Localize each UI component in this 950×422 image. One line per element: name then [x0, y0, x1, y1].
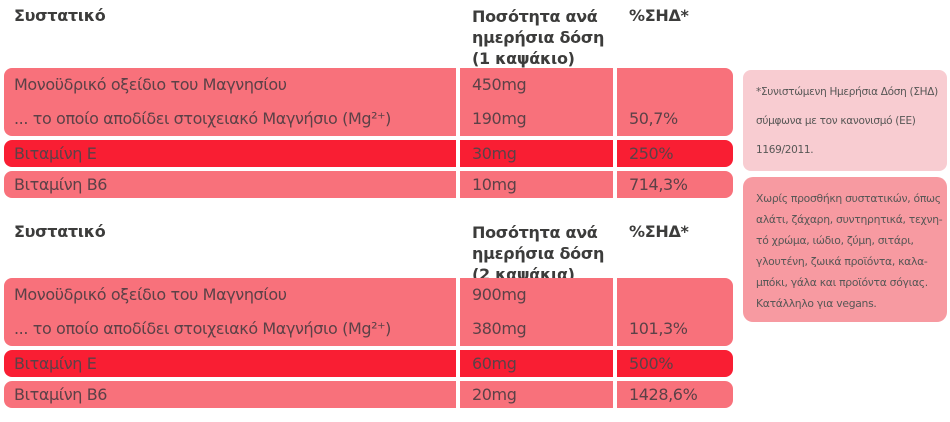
row-label: Μονοϋδρικό οξείδιο του Μαγνησίου — [14, 75, 287, 94]
row-rda: 1428,6% — [629, 385, 698, 404]
row-rda: 50,7% — [629, 109, 678, 128]
rda-cell: 1428,6% — [617, 381, 733, 408]
row-rda: 714,3% — [629, 175, 688, 194]
dose-header-line: Ποσότητα ανά — [472, 223, 598, 242]
note-line: 1169/2011. — [756, 144, 814, 156]
row-amount: 450mg — [472, 75, 527, 94]
row-label: Βιταμίνη Ε — [14, 354, 97, 373]
note-line: μπόκι, γάλα και προϊόντα σόγιας. — [756, 276, 928, 289]
ingredient-cell: Βιταμίνη Β6 — [4, 381, 456, 408]
rda-cell: 101,3% — [617, 278, 733, 346]
rda-column-header: %ΣΗΔ* — [629, 222, 689, 241]
amount-cell: 10mg — [460, 171, 613, 198]
ingredient-cell: Βιταμίνη Ε — [4, 350, 456, 377]
note-line: γλουτένη, ζωικά προϊόντα, καλα- — [756, 255, 928, 268]
amount-cell: 900mg 380mg — [460, 278, 613, 346]
dose-header-line: (1 καψάκιο) — [472, 49, 575, 68]
rda-cell: 250% — [617, 140, 733, 167]
note-line: τό χρώμα, ιώδιο, ζύμη, σιτάρι, — [756, 234, 914, 247]
amount-cell: 450mg 190mg — [460, 68, 613, 136]
row-rda — [629, 68, 733, 102]
amount-cell: 20mg — [460, 381, 613, 408]
row-amount: 20mg — [472, 385, 517, 404]
dose-table-1-capsule: Συστατικό Ποσότητα ανά ημερήσια δόση (1 … — [4, 0, 733, 198]
ingredient-cell: Μονοϋδρικό οξείδιο του Μαγνησίου ... το … — [4, 68, 456, 136]
dose-header-line: Ποσότητα ανά — [472, 7, 598, 26]
dose-column-header: Ποσότητα ανά ημερήσια δόση (1 καψάκιο) — [460, 6, 613, 68]
row-label: Μονοϋδρικό οξείδιο του Μαγνησίου — [14, 285, 287, 304]
note-rda-definition: *Συνιστώμενη Ημερήσια Δόση (ΣΗΔ) σύμφωνα… — [743, 70, 947, 171]
table-row-vitamin-e: Βιταμίνη Ε 30mg 250% — [4, 140, 733, 167]
dose-tables: Συστατικό Ποσότητα ανά ημερήσια δόση (1 … — [4, 0, 733, 412]
table-header-row: Συστατικό Ποσότητα ανά ημερήσια δόση (2 … — [4, 202, 733, 284]
dose-column-header: Ποσότητα ανά ημερήσια δόση (2 καψάκια) — [460, 222, 613, 284]
table-row-vitamin-e: Βιταμίνη Ε 60mg 500% — [4, 350, 733, 377]
row-label: Βιταμίνη Β6 — [14, 175, 108, 194]
row-rda — [629, 278, 733, 312]
note-line: *Συνιστώμενη Ημερήσια Δόση (ΣΗΔ) — [756, 86, 938, 98]
rda-column-header: %ΣΗΔ* — [629, 6, 689, 25]
row-label: Βιταμίνη Ε — [14, 144, 97, 163]
table-header-row: Συστατικό Ποσότητα ανά ημερήσια δόση (1 … — [4, 0, 733, 68]
row-amount: 10mg — [472, 175, 517, 194]
row-amount: 380mg — [472, 319, 527, 338]
ingredient-column-header: Συστατικό — [14, 222, 106, 241]
row-amount: 30mg — [472, 144, 517, 163]
row-label: Βιταμίνη Β6 — [14, 385, 108, 404]
table-row-magnesium: Μονοϋδρικό οξείδιο του Μαγνησίου ... το … — [4, 68, 733, 136]
rda-cell: 714,3% — [617, 171, 733, 198]
row-amount: 900mg — [472, 285, 527, 304]
dose-table-2-capsules: Συστατικό Ποσότητα ανά ημερήσια δόση (2 … — [4, 202, 733, 408]
row-label: ... το οποίο αποδίδει στοιχειακό Μαγνήσι… — [14, 109, 392, 128]
row-amount: 60mg — [472, 354, 517, 373]
ingredient-cell: Βιταμίνη Β6 — [4, 171, 456, 198]
note-line: αλάτι, ζάχαρη, συντηρητικά, τεχνη- — [756, 213, 943, 226]
table-row-vitamin-b6: Βιταμίνη Β6 20mg 1428,6% — [4, 381, 733, 408]
rda-cell: 50,7% — [617, 68, 733, 136]
row-rda: 250% — [629, 144, 674, 163]
note-line: Χωρίς προσθήκη συστατικών, όπως — [756, 192, 941, 205]
ingredient-cell: Βιταμίνη Ε — [4, 140, 456, 167]
note-line: Κατάλληλο για vegans. — [756, 297, 877, 310]
table-row-magnesium: Μονοϋδρικό οξείδιο του Μαγνησίου ... το … — [4, 278, 733, 346]
amount-cell: 60mg — [460, 350, 613, 377]
row-rda: 101,3% — [629, 319, 688, 338]
dose-header-line: ημερήσια δόση — [472, 244, 605, 263]
row-amount: 190mg — [472, 109, 527, 128]
note-line: σύμφωνα με τον κανονισμό (ΕΕ) — [756, 115, 916, 127]
ingredient-cell: Μονοϋδρικό οξείδιο του Μαγνησίου ... το … — [4, 278, 456, 346]
row-label: ... το οποίο αποδίδει στοιχειακό Μαγνήσι… — [14, 319, 392, 338]
rda-cell: 500% — [617, 350, 733, 377]
dose-header-line: ημερήσια δόση — [472, 28, 605, 47]
table-row-vitamin-b6: Βιταμίνη Β6 10mg 714,3% — [4, 171, 733, 198]
amount-cell: 30mg — [460, 140, 613, 167]
note-free-from-ingredients: Χωρίς προσθήκη συστατικών, όπως αλάτι, ζ… — [743, 177, 947, 322]
row-rda: 500% — [629, 354, 674, 373]
ingredient-column-header: Συστατικό — [14, 6, 106, 25]
